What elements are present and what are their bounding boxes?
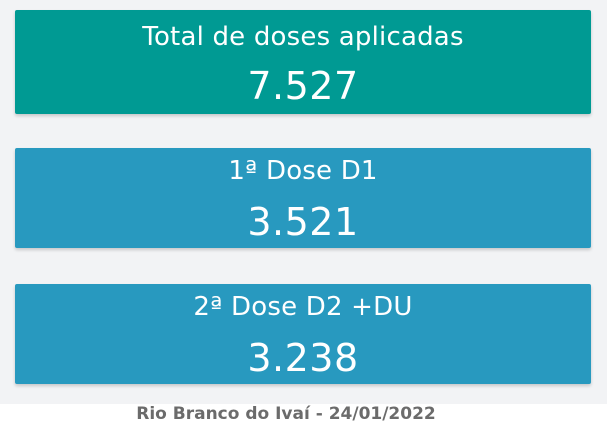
footer-background	[0, 404, 607, 436]
location-date-caption: Rio Branco do Ivaí - 24/01/2022	[136, 404, 436, 424]
second-dose-value: 3.238	[247, 336, 359, 380]
first-dose-label: 1ª Dose D1	[228, 156, 378, 186]
total-doses-label: Total de doses aplicadas	[142, 22, 464, 52]
first-dose-card: 1ª Dose D1 3.521	[15, 148, 591, 248]
first-dose-value: 3.521	[247, 200, 359, 244]
second-dose-label: 2ª Dose D2 +DU	[193, 292, 413, 322]
second-dose-card: 2ª Dose D2 +DU 3.238	[15, 284, 591, 384]
total-doses-value: 7.527	[247, 64, 359, 108]
total-doses-card: Total de doses aplicadas 7.527	[15, 10, 591, 114]
